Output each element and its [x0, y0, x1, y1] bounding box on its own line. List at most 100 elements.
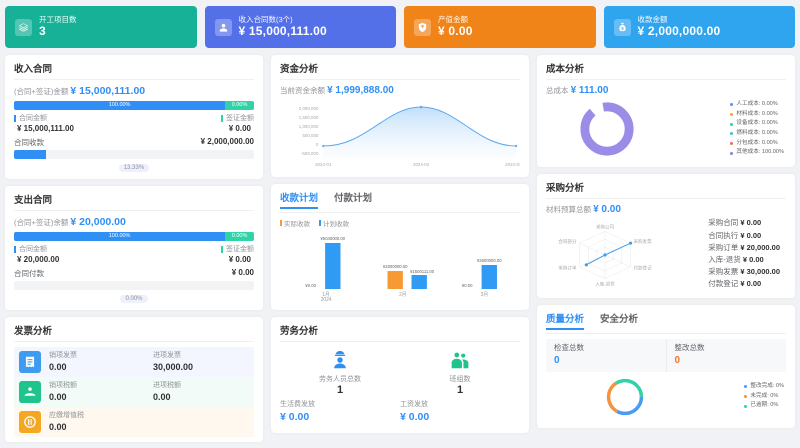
income-total-value: ¥ 15,000,111.00	[70, 85, 146, 97]
invoice-label: 销项税额	[49, 382, 77, 390]
legend-label: 签证金额	[226, 246, 254, 253]
purchase-list: 采购合同 ¥ 0.00 合同执行 ¥ 0.00 采购订单 ¥ 20,000.00…	[708, 217, 786, 290]
legend-label: 已逾期: 0%	[750, 402, 779, 409]
quality-rectify-value: 0	[674, 354, 681, 366]
legend-label: 合同金额	[19, 246, 47, 253]
quality-rectify-label: 整改总数	[674, 343, 705, 352]
invoice-cell-left: 销项税额 0.00	[49, 381, 145, 403]
card-purchase-analysis: 采购分析 材料预算总额 ¥ 0.00	[537, 174, 795, 298]
radar-svg: 采购公司 采购发票 付款登记 入库-退货 采购订单 合同部分	[558, 223, 653, 287]
quality-rectify-total: 整改总数 0	[665, 339, 787, 372]
svg-text:0: 0	[316, 142, 319, 147]
kpi-card-projects[interactable]: 开工项目数 3	[5, 6, 197, 48]
purchase-item-value: ¥ 20,000.00	[740, 242, 780, 252]
purchase-radar-chart: 采购公司 采购发票 付款登记 入库-退货 采购订单 合同部分 采购合同 ¥ 0.…	[546, 217, 786, 291]
column-left: 收入合同 (合同+签证)金额 ¥ 15,000,111.00 100.00% 0.…	[5, 55, 263, 442]
labor-amounts: 生活费发放 ¥ 0.00 工资发放 ¥ 0.00	[280, 400, 520, 424]
card-quality-analysis: 质量分析 安全分析 检查总数 0 整改总数 0	[537, 305, 795, 428]
invoice-cell-right: 进项税额 0.00	[153, 381, 249, 403]
kpi-card-output-value[interactable]: 产值金额 ¥ 0.00	[404, 6, 596, 48]
purchase-item-label: 入库-退货	[708, 255, 741, 264]
legend-swatch-blue	[14, 245, 16, 253]
svg-text:2024-02: 2024-02	[413, 162, 430, 167]
expense-visa-value: ¥ 0.00	[228, 255, 251, 264]
legend-label: 计划收款	[323, 221, 349, 228]
labor-team-label: 班组数	[449, 376, 471, 383]
income-bar-visa: 0.00%	[225, 101, 254, 110]
labor-team: 班组数 1	[400, 349, 520, 396]
purchase-item-label: 采购订单	[708, 242, 739, 252]
legend-actual[interactable]: 实际收款	[280, 218, 310, 228]
income-progress-tooltip: 13.33%	[14, 161, 254, 172]
purchase-item-label: 采购发票	[708, 267, 739, 277]
card-income-contract: 收入合同 (合同+签证)金额 ¥ 15,000,111.00 100.00% 0.…	[5, 55, 263, 179]
labor-team-value: 1	[456, 384, 464, 396]
invoice-value: 0.00	[49, 421, 67, 432]
quality-check-total: 检查总数 0	[546, 339, 666, 372]
legend-label: 分包成本: 0.00%	[736, 139, 778, 146]
svg-text:2024-01: 2024-01	[315, 162, 332, 167]
invoice-label: 进项发票	[153, 352, 181, 360]
legend-planned[interactable]: 计划收款	[319, 218, 349, 228]
legend-swatch-blue	[319, 220, 321, 226]
card-title: 成本分析	[546, 64, 585, 75]
invoice-row: 应缴增值税 0.00	[14, 407, 254, 437]
tab-quality-analysis[interactable]: 质量分析	[546, 311, 585, 330]
legend-label: 合同金额	[19, 115, 47, 122]
tab-collection-plan[interactable]: 收款计划	[280, 190, 319, 209]
radar-axis-label: 合同部分	[558, 238, 577, 245]
kpi-row: 开工项目数 3 收入合同数(3个) ¥ 15,000,111.00 产值金额 ¥…	[5, 6, 795, 48]
card-title: 支出合同	[14, 195, 53, 206]
card-invoice-analysis: 发票分析 销项发票 0.00 进项发票 30,000.00	[5, 317, 263, 442]
invoice-value: 0.00	[49, 391, 67, 402]
legend-label: 未完成: 0%	[750, 392, 779, 399]
plan-bar-chart: ¥0.00 ¥5040000.00 1月 2024 ¥2000000.00 ¥1…	[280, 229, 520, 303]
invoice-label: 销项发票	[49, 352, 77, 360]
income-sub-row: 合同收款 ¥ 2,000,000.00	[14, 137, 254, 148]
invoice-cell-left: 销项发票 0.00	[49, 351, 145, 373]
purchase-list-item: 合同执行 ¥ 0.00	[708, 230, 780, 242]
radar-axis-label: 采购订单	[558, 265, 577, 272]
income-legend: 合同金额 签证金额	[14, 113, 254, 123]
legend-item: 已逾期: 0%	[744, 401, 784, 411]
team-icon	[449, 352, 471, 373]
legend-item: 人工成本: 0.00%	[730, 100, 784, 110]
expense-sub-label: 合同付款	[14, 269, 44, 278]
legend-swatch-blue	[14, 114, 16, 122]
quality-stats: 检查总数 0 整改总数 0	[546, 339, 786, 372]
labor-living-value: ¥ 0.00	[280, 410, 310, 423]
income-values: ¥ 15,000,111.00 ¥ 0.00	[14, 124, 254, 133]
kpi-card-received-amount[interactable]: 收款金额 ¥ 2,000,000.00	[603, 6, 795, 48]
card-cost-analysis: 成本分析 总成本 ¥ 111.00 人工成本: 0.00% 材料成本: 0.00…	[537, 55, 795, 167]
cost-total-label: 总成本	[546, 86, 569, 95]
svg-text:¥2600000.00: ¥2600000.00	[477, 258, 502, 263]
legend-item: 设备成本: 0.00%	[730, 119, 784, 129]
expense-progress-bar	[14, 281, 254, 290]
legend-label: 材料成本: 0.00%	[736, 110, 778, 117]
purchase-list-item: 入库-退货 ¥ 0.00	[708, 254, 780, 266]
invoice-value: 0.00	[153, 391, 171, 402]
invoice-row: 销项税额 0.00 进项税额 0.00	[14, 377, 254, 407]
kpi-card-income-contracts[interactable]: 收入合同数(3个) ¥ 15,000,111.00	[204, 6, 396, 48]
labor-living-label: 生活费发放	[280, 401, 315, 408]
purchase-item-value: ¥ 30,000.00	[740, 267, 780, 277]
tab-payment-plan[interactable]: 付款计划	[334, 193, 373, 204]
legend-swatch-green	[221, 114, 223, 122]
card-title: 资金分析	[280, 64, 319, 75]
kpi-label: 收入合同数(3个)	[238, 14, 293, 24]
radar-axis-label: 采购发票	[634, 238, 653, 245]
expense-contract-value: ¥ 20,000.00	[17, 255, 60, 264]
invoice-cell-right: 进项发票 30,000.00	[153, 351, 249, 373]
card-title: 采购分析	[546, 183, 585, 194]
purchase-list-item: 付款登记 ¥ 0.00	[708, 278, 780, 290]
tab-safety-analysis[interactable]: 安全分析	[600, 314, 639, 325]
divider	[14, 210, 254, 211]
expense-bar-visa: 0.00%	[225, 232, 254, 241]
purchase-list-item: 采购发票 ¥ 30,000.00	[708, 266, 780, 278]
legend-swatch-orange	[280, 220, 282, 226]
purchase-item-value: ¥ 0.00	[742, 255, 764, 264]
expense-total-value: ¥ 20,000.00	[70, 216, 126, 228]
card-expense-contract: 支出合同 (合同+签证)余额 ¥ 20,000.00 100.00% 0.00% …	[5, 186, 263, 310]
expense-total-line: (合同+签证)余额 ¥ 20,000.00	[14, 216, 254, 228]
expense-bar-contract: 100.00%	[14, 232, 226, 241]
